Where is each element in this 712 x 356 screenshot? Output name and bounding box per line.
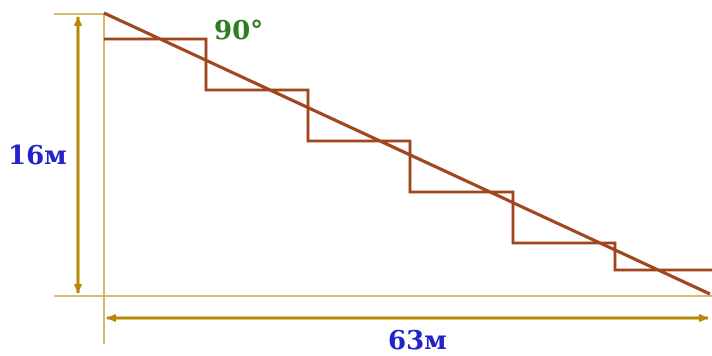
slope-line — [103, 11, 711, 296]
stair-steps — [104, 37, 712, 272]
angle-label: 90° — [214, 16, 264, 46]
width-label: 63м — [388, 326, 447, 356]
height-label: 16м — [8, 141, 67, 171]
